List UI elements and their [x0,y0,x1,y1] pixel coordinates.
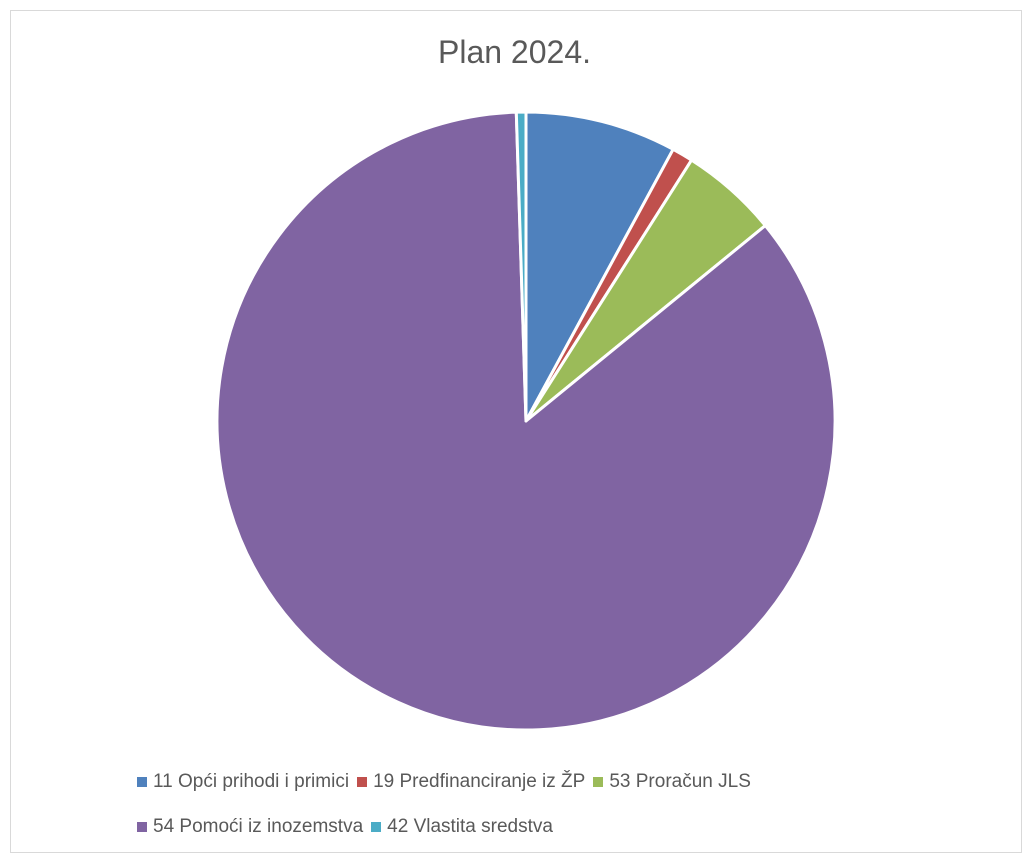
legend-label-pomoci-inozemstva: 54 Pomoći iz inozemstva [153,816,364,837]
legend-label-opci-prihodi: 11 Opći prihodi i primici [153,771,350,792]
chart-title: Plan 2024. [437,34,591,70]
legend-item-pomoci-inozemstva: 54 Pomoći iz inozemstva [137,816,363,838]
legend-swatch-opci-prihodi [137,777,147,787]
slice-opci-prihodi [524,110,675,423]
legend-label-vlastita-sredstva: 42 Vlastita sredstva [387,816,553,837]
legend-swatch-vlastita-sredstva [371,822,382,832]
slice-vlastita-sredstva [514,110,528,423]
legend-row-1: 11 Opći prihodi i primici 19 Predfinanci… [0,771,1029,793]
legend-label-proracun-jls: 53 Proračun JLS [609,771,751,792]
legend-swatch-predfinanciranje [357,777,368,787]
legend-item-predfinanciranje: 19 Predfinanciranje iz ŽP [357,771,585,793]
legend-swatch-proracun-jls [593,777,604,787]
legend-item-proracun-jls: 53 Proračun JLS [593,771,751,793]
legend-label-predfinanciranje: 19 Predfinanciranje iz ŽP [373,771,586,792]
legend-swatch-pomoci-inozemstva [137,822,147,832]
legend-item-vlastita-sredstva: 42 Vlastita sredstva [371,816,553,838]
legend-row-2: 54 Pomoći iz inozemstva 42 Vlastita sred… [0,816,1029,838]
legend-item-opci-prihodi: 11 Opći prihodi i primici [137,771,349,793]
